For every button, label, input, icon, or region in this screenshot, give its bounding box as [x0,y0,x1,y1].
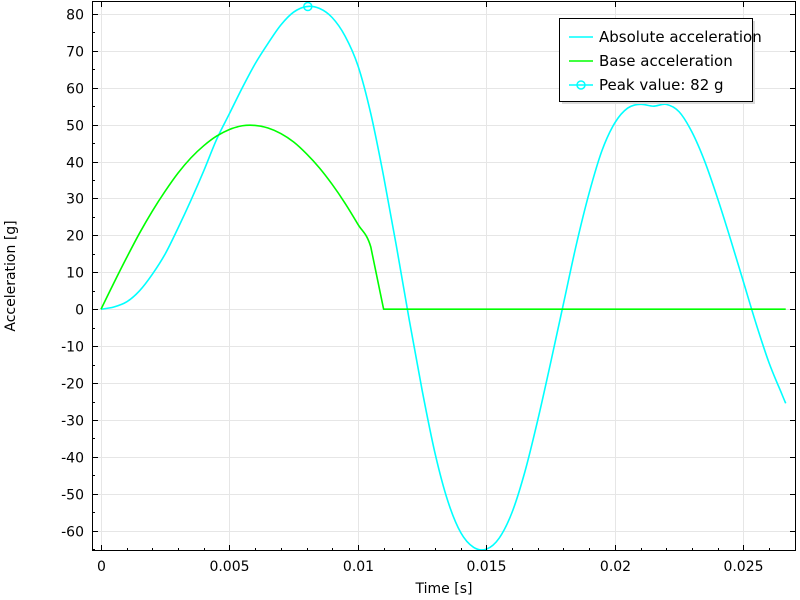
x-tick-label: 0.005 [209,559,249,575]
legend-items: Absolute acceleration Base acceleration Pe… [569,28,762,94]
y-tick-label: -20 [61,377,84,393]
y-tick-label: -10 [61,340,84,356]
y-axis-title: Acceleration [g] [3,220,19,331]
x-tick-label: 0.025 [723,559,763,575]
y-tick-label: 70 [66,45,84,61]
y-tick-label: 40 [66,156,84,172]
y-tick-label: 20 [66,229,84,245]
x-tick-label: 0 [97,559,106,575]
legend-marker [576,80,586,90]
y-tick-label: 0 [75,303,84,319]
tick-labels: 0 0.005 0.01 0.015 0.02 0.025 -60 -50 -40 -30 -20 -… [61,8,763,576]
series-lines [100,5,787,551]
y-tick-label: -30 [61,414,84,430]
x-tick-label: 0.02 [600,559,631,575]
y-tick-label: 10 [66,266,84,282]
x-tick-label: 0.01 [343,559,374,575]
y-tick-label: 60 [66,82,84,98]
y-tick-label: 80 [66,8,84,24]
y-tick-label: 50 [66,119,84,135]
y-tick-label: -60 [61,525,84,541]
legend-label: Base acceleration [599,52,733,70]
series-line-base-acceleration [100,124,786,311]
plot-frame [92,1,796,551]
legend-label: Peak value: 82 g [599,76,724,94]
y-tick-label: -50 [61,488,84,504]
peak-marker [303,1,313,12]
y-tick-label: 30 [66,192,84,208]
series-line-absolute-acceleration [100,5,787,551]
x-tick-label: 0.015 [466,559,506,575]
legend-box [559,18,753,102]
peak-markers [303,1,313,12]
legend: Absolute acceleration Base acceleration Pe… [559,18,762,104]
axis-ticks [92,1,796,551]
legend-label: Absolute acceleration [599,28,762,46]
x-axis-title: Time [s] [415,581,473,597]
y-tick-label: -40 [61,451,84,467]
